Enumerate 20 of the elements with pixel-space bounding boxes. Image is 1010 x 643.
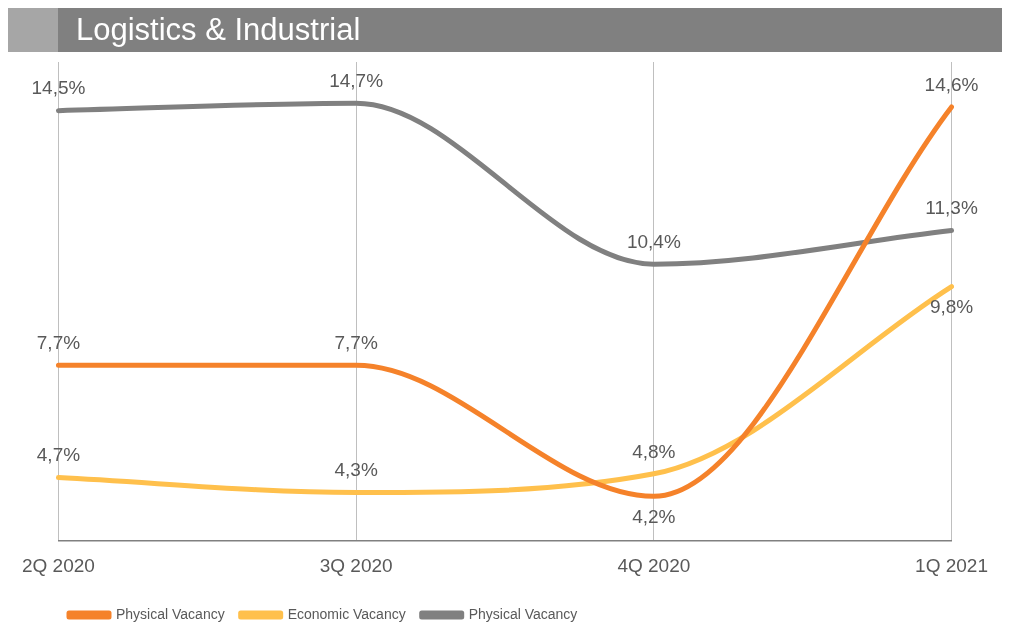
data-label: 14,5% <box>31 77 86 99</box>
data-label: 14,7% <box>329 69 384 91</box>
data-label: 7,7% <box>36 331 81 353</box>
legend-label: Economic Vacancy <box>287 605 406 622</box>
data-label: 10,4% <box>626 230 681 252</box>
legend-label: Physical Vacancy <box>468 605 578 622</box>
data-label: 4,8% <box>632 440 676 462</box>
x-tick-label: 3Q 2020 <box>319 554 393 576</box>
data-label: 11,3% <box>925 197 978 219</box>
x-tick-label: 4Q 2020 <box>617 554 691 576</box>
data-label: 9,8% <box>929 296 974 318</box>
x-tick-label: 1Q 2021 <box>915 554 989 576</box>
data-label: 14,6% <box>924 73 979 95</box>
chart-title: Logistics & Industrial <box>76 12 361 48</box>
x-tick-label: 2Q 2020 <box>21 554 95 576</box>
data-label: 7,7% <box>334 331 378 353</box>
data-label: 4,7% <box>36 444 81 466</box>
data-label: 4,3% <box>334 459 378 481</box>
legend-label: Physical Vacancy <box>116 605 225 622</box>
data-label: 4,2% <box>632 506 676 528</box>
